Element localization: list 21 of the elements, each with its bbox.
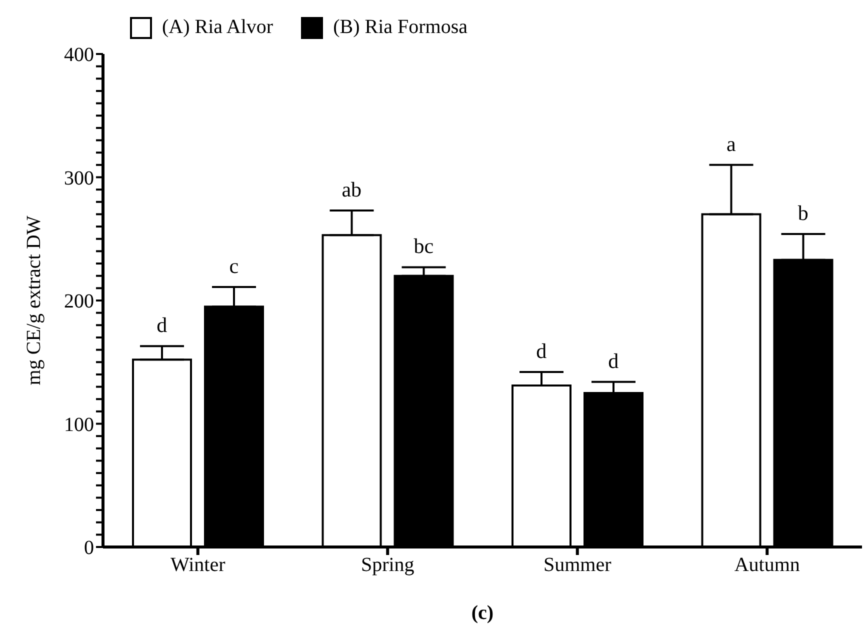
annotation: d bbox=[536, 338, 548, 363]
y-tick-label: 100 bbox=[64, 414, 94, 436]
x-axis-title: (c) bbox=[471, 602, 494, 624]
annotation: bc bbox=[414, 234, 434, 258]
y-tick-label: 300 bbox=[64, 167, 94, 190]
x-tick-label: Autumn bbox=[734, 554, 800, 576]
annotation: ab bbox=[342, 178, 362, 202]
x-tick-label: Spring bbox=[360, 554, 414, 576]
x-tick-label: Winter bbox=[170, 554, 226, 576]
legend-label: (B) Ria Formosa bbox=[333, 16, 468, 39]
annotation: d bbox=[608, 348, 620, 373]
annotation: d bbox=[156, 313, 168, 338]
annotation: c bbox=[229, 254, 239, 278]
annotation: b bbox=[798, 200, 808, 225]
y-tick-label: 0 bbox=[84, 537, 94, 560]
y-tick-label: 200 bbox=[64, 290, 94, 313]
legend-label: (A) Ria Alvor bbox=[162, 16, 274, 39]
annotation: a bbox=[726, 132, 736, 156]
y-tick-label: 400 bbox=[64, 44, 94, 66]
y-axis-title: mg CE/g extract DW bbox=[23, 216, 46, 386]
x-tick-label: Summer bbox=[543, 554, 612, 576]
